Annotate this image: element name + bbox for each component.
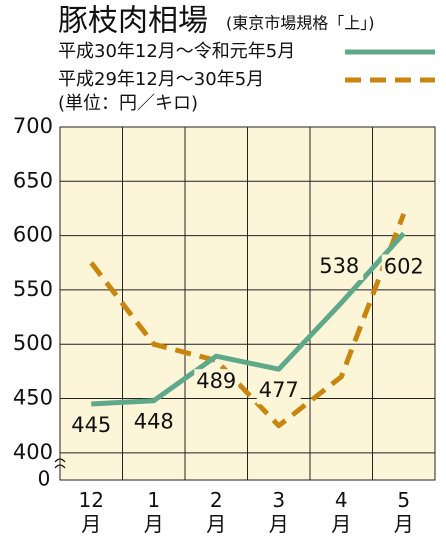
x-tick-label: 3月: [268, 488, 289, 536]
data-label-bg: [381, 254, 426, 281]
data-label: 477: [259, 378, 299, 402]
chart-subtitle: (東京市場規格「上」): [226, 14, 375, 33]
y-tick-label: 700: [13, 114, 53, 138]
x-tick-label: 1月: [143, 488, 164, 536]
data-label-bg: [69, 412, 114, 439]
y-tick-label: 650: [13, 168, 53, 192]
legend-label: 平成30年12月～令和元年5月: [58, 41, 295, 62]
y-tick-label: 400: [13, 440, 53, 464]
legend-label: 平成29年12月～30年5月: [58, 69, 264, 90]
series-line: [91, 231, 406, 407]
data-label-bg: [319, 253, 364, 280]
x-tick-label: 2月: [206, 488, 227, 536]
data-label: 602: [384, 254, 424, 278]
data-label: 445: [71, 413, 111, 437]
axis-break-label: 0: [38, 467, 51, 491]
data-label-bg: [256, 378, 301, 405]
data-label: 448: [134, 410, 174, 434]
x-tick-label: 5月: [393, 488, 414, 536]
data-label: 489: [196, 369, 236, 393]
unit-label: (単位：円／キロ): [58, 93, 198, 114]
series-line: [89, 212, 407, 429]
plot-frame: [59, 126, 436, 481]
data-label-bg: [131, 409, 176, 436]
data-label: 538: [319, 254, 359, 278]
chart-title: 豚枝肉相場: [58, 4, 208, 39]
y-tick-label: 450: [13, 386, 53, 410]
data-label-bg: [194, 369, 239, 396]
y-tick-label: 550: [13, 277, 53, 301]
y-tick-label: 600: [13, 223, 53, 247]
y-tick-label: 500: [13, 331, 53, 355]
x-tick-label: 12月: [78, 488, 104, 536]
x-tick-label: 4月: [331, 488, 352, 536]
